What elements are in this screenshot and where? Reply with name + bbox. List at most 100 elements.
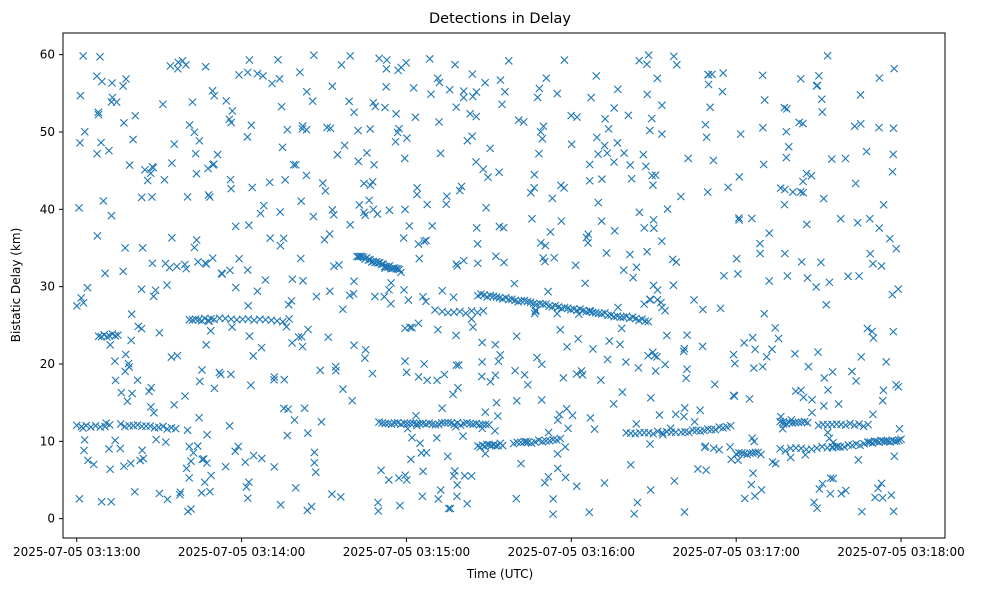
data-point [183,507,192,516]
data-point [550,253,559,262]
data-point [807,408,816,417]
data-point [472,157,481,166]
data-point [226,175,235,184]
data-point [696,406,705,415]
data-point [163,281,172,290]
data-point [94,332,103,341]
data-point [446,504,455,513]
data-point [244,478,253,487]
data-point [133,376,142,385]
data-point [780,185,789,194]
data-point [93,231,102,240]
data-point [149,292,158,301]
data-point [650,351,659,360]
data-point [124,359,133,368]
data-point [526,188,535,197]
data-point [77,422,86,431]
data-point [309,51,318,60]
data-point [495,168,504,177]
data-point [549,494,558,503]
data-point [477,372,486,381]
data-point [477,290,485,299]
data-point [894,382,903,391]
data-point [360,208,369,217]
data-point [408,433,416,442]
data-point [191,149,200,158]
data-point [366,181,375,190]
data-point [382,82,391,91]
data-point [433,74,442,83]
data-point [92,72,101,81]
data-point [894,285,903,294]
data-point [490,426,499,435]
data-point [890,64,899,73]
data-point [592,133,601,142]
data-point [563,342,571,351]
data-point [176,488,185,497]
data-point [207,471,216,480]
data-point [243,68,252,77]
data-point [548,194,557,203]
data-point [812,283,821,292]
data-point [302,171,311,180]
data-point [572,482,581,491]
data-point [498,100,506,109]
data-point [847,367,856,376]
data-point [205,487,214,496]
data-point [428,221,437,230]
data-point [837,489,846,498]
data-point [209,160,218,169]
data-point [776,444,785,453]
data-point [302,87,311,96]
data-point [486,291,495,300]
data-point [325,287,334,296]
data-point [844,272,853,281]
data-point [299,276,307,285]
data-point [76,91,85,100]
data-point [119,118,128,127]
data-point [718,87,727,96]
data-point [96,52,105,61]
data-point [707,425,716,434]
data-point [411,113,420,122]
data-point [481,449,490,458]
data-point [459,87,468,96]
data-point [158,100,167,109]
data-point [610,312,619,321]
data-point [297,197,306,206]
x-axis-ticks: 2025-07-05 03:13:00 2025-07-05 03:14:00 20… [13,538,965,559]
data-point [155,489,164,498]
data-point [317,417,326,426]
x-axis-title: Time (UTC) [466,567,533,581]
data-point [684,154,693,163]
data-point [690,295,698,304]
data-point [780,103,789,112]
data-point [119,267,128,276]
data-point [411,411,420,420]
data-point [167,233,176,242]
x-tick-label: 2025-07-05 03:18:00 [837,545,964,559]
data-point [803,418,812,427]
data-point [284,300,293,309]
data-point [116,444,125,453]
data-point [418,492,427,501]
data-point [616,313,625,322]
data-point [316,366,325,375]
data-point [710,380,719,389]
data-point [321,186,330,195]
data-point [624,111,633,120]
data-point [797,257,806,266]
data-point [829,474,838,483]
data-point [564,424,573,433]
data-point [77,293,86,302]
data-point [282,322,291,331]
data-point [756,249,765,258]
data-point [193,442,202,451]
data-point [504,295,513,304]
data-point [751,448,760,457]
data-point [128,389,137,398]
data-point [702,466,711,475]
data-point [338,305,347,314]
data-point [578,370,587,379]
data-point [435,78,444,87]
